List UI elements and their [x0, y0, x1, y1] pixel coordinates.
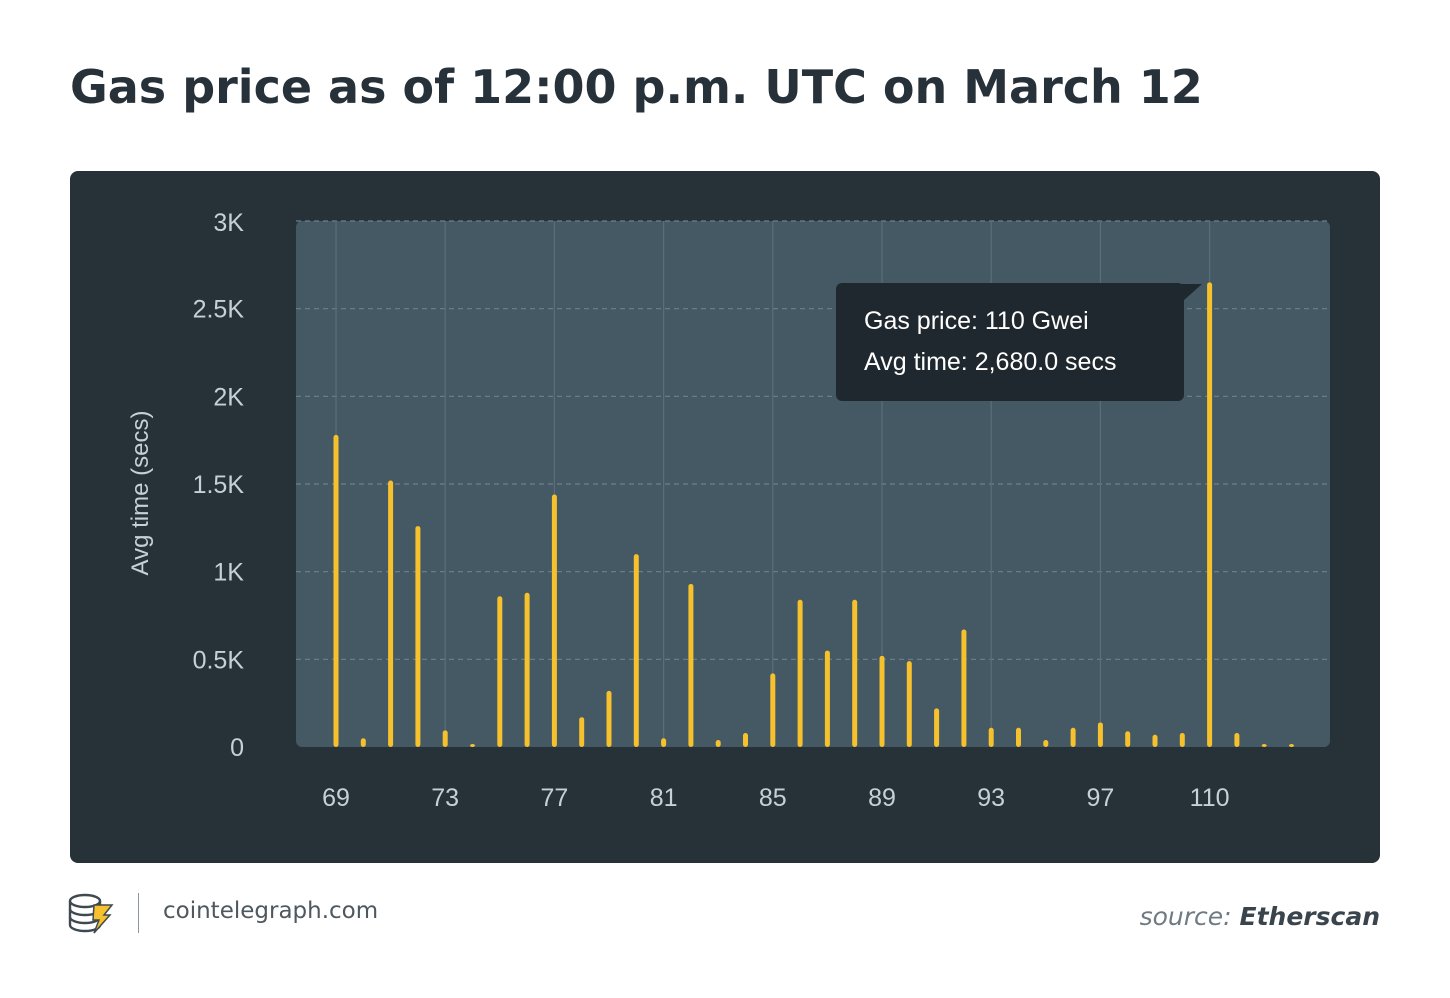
bar-14: [715, 739, 721, 747]
footer-divider: [138, 893, 139, 933]
bar-7: [524, 592, 530, 747]
bar-12: [661, 738, 667, 747]
x-axis-ticks: 69 73 77 81 85 89 93 97 110: [322, 784, 1229, 812]
chart-title: Gas price as of 12:00 p.m. UTC on March …: [70, 60, 1203, 114]
y-tick-label-1: 0.5K: [193, 646, 245, 674]
x-tick-label-7: 97: [1086, 784, 1114, 812]
bar-19: [852, 599, 858, 747]
bar-15: [743, 732, 748, 747]
bar-17: [797, 599, 803, 747]
y-axis-ticks: 0 0.5K 1K 1.5K 2K 2.5K 3K: [193, 209, 245, 762]
x-tick-label-0: 69: [322, 784, 350, 812]
bar-35: [1289, 744, 1294, 747]
y-tick-label-0: 0: [230, 734, 244, 762]
x-tick-label-5: 89: [868, 784, 896, 812]
y-axis-label: Avg time (secs): [127, 411, 154, 576]
bar-9: [579, 717, 585, 747]
x-tick-label-8: 110: [1190, 784, 1230, 812]
tooltip-gas-price: Gas price: 110 Gwei: [864, 307, 1089, 335]
bar-13: [688, 583, 694, 747]
tooltip: Gas price: 110 Gwei Avg time: 2,680.0 se…: [836, 283, 1202, 401]
y-tick-label-4: 2K: [213, 383, 244, 411]
bar-28: [1097, 722, 1103, 747]
x-tick-label-4: 85: [759, 784, 787, 812]
bar-27: [1070, 727, 1076, 747]
x-tick-label-1: 73: [431, 784, 459, 812]
cointelegraph-logo: [68, 893, 116, 942]
x-tick-label-6: 93: [977, 784, 1005, 812]
bar-33: [1234, 732, 1240, 747]
source-prefix: source:: [1139, 902, 1240, 931]
bar-34: [1261, 744, 1267, 747]
x-tick-label-3: 81: [650, 784, 678, 812]
bar-32: [1207, 282, 1213, 747]
chart-card: 0 0.5K 1K 1.5K 2K 2.5K 3K 69 73 77 81 85 89 93 97 110 …: [70, 171, 1380, 863]
bar-20: [879, 655, 885, 747]
y-tick-label-6: 3K: [213, 209, 244, 237]
bar-25: [1016, 727, 1021, 747]
bar-8: [551, 494, 557, 747]
x-tick-label-2: 77: [540, 784, 568, 812]
source-name: Etherscan: [1239, 902, 1380, 931]
footer-site-name: cointelegraph.com: [163, 898, 379, 924]
bar-2: [388, 480, 394, 747]
bar-0: [333, 434, 339, 747]
tooltip-box: [836, 283, 1184, 401]
bar-30: [1152, 734, 1158, 747]
bar-31: [1179, 732, 1185, 747]
bar-6: [497, 596, 503, 747]
bar-21: [906, 661, 912, 747]
bar-5: [470, 744, 475, 747]
bar-26: [1043, 739, 1049, 747]
bar-22: [934, 708, 940, 747]
y-tick-label-3: 1.5K: [193, 471, 245, 499]
bar-18: [824, 650, 830, 747]
bar-24: [988, 727, 994, 747]
tooltip-pointer: [1176, 284, 1202, 301]
footer-source: source: Etherscan: [1140, 902, 1380, 931]
bar-3: [415, 526, 421, 747]
bar-10: [606, 690, 612, 747]
y-tick-label-2: 1K: [213, 559, 244, 587]
bar-16: [770, 673, 776, 747]
bar-11: [633, 554, 639, 747]
bar-4: [442, 730, 448, 747]
y-tick-label-5: 2.5K: [193, 296, 245, 324]
bar-23: [961, 629, 967, 747]
bars: [333, 282, 1294, 747]
bar-29: [1125, 731, 1131, 747]
tooltip-avg-time: Avg time: 2,680.0 secs: [864, 348, 1116, 376]
bar-1: [360, 738, 366, 747]
